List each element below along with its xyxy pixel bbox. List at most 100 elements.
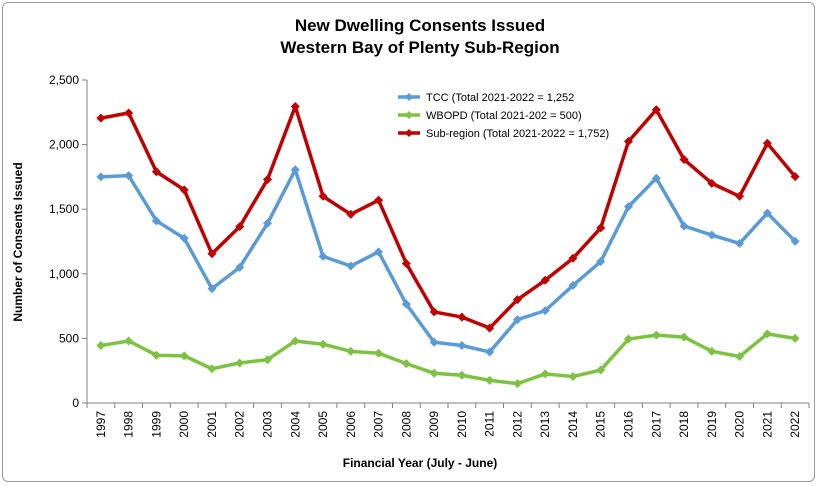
data-point xyxy=(235,358,245,368)
data-point xyxy=(735,238,745,248)
data-point xyxy=(512,379,522,389)
data-point xyxy=(624,334,633,344)
x-tick-label: 2015 xyxy=(594,411,608,438)
data-point xyxy=(346,261,356,271)
data-point xyxy=(207,364,217,374)
data-point xyxy=(96,113,106,123)
data-point xyxy=(735,351,745,361)
legend-swatch-marker xyxy=(405,111,413,119)
data-point xyxy=(762,138,772,148)
legend-label: Sub-region (Total 2021-2022 = 1,752) xyxy=(426,128,609,140)
data-point xyxy=(651,330,661,340)
data-point xyxy=(485,347,495,357)
data-point xyxy=(596,257,606,267)
x-tick-label: 2017 xyxy=(649,411,663,438)
x-tick-label: 2022 xyxy=(788,411,802,438)
data-point xyxy=(735,191,745,201)
data-point xyxy=(679,154,689,164)
data-point xyxy=(318,251,328,261)
data-point xyxy=(540,369,550,379)
data-point xyxy=(124,336,134,346)
data-point xyxy=(235,262,245,272)
data-point xyxy=(429,337,439,347)
data-point xyxy=(762,329,772,339)
x-tick-label: 2013 xyxy=(538,411,552,438)
data-point xyxy=(679,332,689,342)
data-point xyxy=(429,307,439,317)
data-point xyxy=(318,191,328,201)
x-axis-label: Financial Year (July - June) xyxy=(343,456,498,470)
x-tick-label: 2000 xyxy=(177,411,191,438)
data-point xyxy=(179,351,189,361)
data-point xyxy=(790,172,800,182)
data-point xyxy=(96,341,106,351)
data-point xyxy=(485,375,495,385)
data-point xyxy=(457,312,467,322)
x-tick-label: 2001 xyxy=(205,411,219,438)
series-layer xyxy=(96,101,800,389)
legend-label: WBOPD (Total 2021-202 = 500) xyxy=(426,110,582,122)
data-point xyxy=(124,171,134,181)
data-point xyxy=(346,209,356,219)
y-tick-label: 1,000 xyxy=(49,267,79,281)
data-point xyxy=(290,336,300,346)
x-tick-label: 2007 xyxy=(372,411,386,438)
data-point xyxy=(651,173,661,183)
data-point xyxy=(290,101,300,111)
y-tick-label: 2,500 xyxy=(49,73,79,87)
x-tick-label: 2006 xyxy=(344,411,358,438)
x-tick-label: 2002 xyxy=(233,411,247,438)
x-tick-label: 2016 xyxy=(622,411,636,438)
y-tick-label: 1,500 xyxy=(49,202,79,216)
x-tick-label: 2005 xyxy=(316,411,330,438)
data-point xyxy=(235,222,245,232)
x-tick-label: 2008 xyxy=(399,411,413,438)
data-point xyxy=(401,258,411,268)
data-point xyxy=(207,249,217,259)
series-line-2 xyxy=(99,104,797,330)
legend-label: TCC (Total 2021-2022 = 1,252 xyxy=(426,92,574,104)
x-tick-label: 2009 xyxy=(427,411,441,438)
x-tick-label: 2020 xyxy=(733,411,747,438)
data-point xyxy=(96,172,106,182)
data-point xyxy=(540,275,550,285)
x-tick-label: 2019 xyxy=(705,411,719,438)
x-tick-label: 2012 xyxy=(510,411,524,438)
x-axis-ticks: 1997 1998 1999 2000 2001 2002 2003 2004 2005 2006… xyxy=(86,403,810,438)
data-point xyxy=(624,202,633,212)
y-tick-label: 500 xyxy=(59,331,79,345)
data-point xyxy=(485,323,495,333)
data-point xyxy=(540,306,550,316)
x-tick-label: 1999 xyxy=(149,411,163,438)
chart-title-line-1: New Dwelling Consents Issued xyxy=(295,16,545,35)
data-point xyxy=(179,185,189,195)
data-point xyxy=(568,372,578,382)
data-point xyxy=(790,333,800,343)
data-point xyxy=(429,368,439,378)
data-point xyxy=(374,247,384,257)
x-tick-label: 2010 xyxy=(455,411,469,438)
data-point xyxy=(374,195,384,205)
x-tick-label: 1997 xyxy=(94,411,108,438)
y-axis-ticks: 0 500 1,000 1,500 2,000 2,500 xyxy=(49,73,87,410)
data-point xyxy=(596,365,606,375)
data-point xyxy=(401,359,411,369)
data-point xyxy=(624,136,633,146)
data-point xyxy=(207,284,217,294)
series-line-0 xyxy=(99,168,797,354)
data-point xyxy=(151,350,161,360)
x-tick-label: 2021 xyxy=(760,411,774,438)
data-point xyxy=(568,280,578,290)
data-point xyxy=(290,165,300,175)
y-tick-label: 0 xyxy=(72,396,79,410)
data-point xyxy=(263,174,272,184)
legend-swatch-marker xyxy=(405,93,413,101)
x-tick-label: 2018 xyxy=(677,411,691,438)
data-point xyxy=(151,216,161,226)
data-point xyxy=(596,223,606,233)
data-point xyxy=(263,355,272,365)
data-point xyxy=(512,295,522,305)
x-tick-label: 2014 xyxy=(566,411,580,438)
